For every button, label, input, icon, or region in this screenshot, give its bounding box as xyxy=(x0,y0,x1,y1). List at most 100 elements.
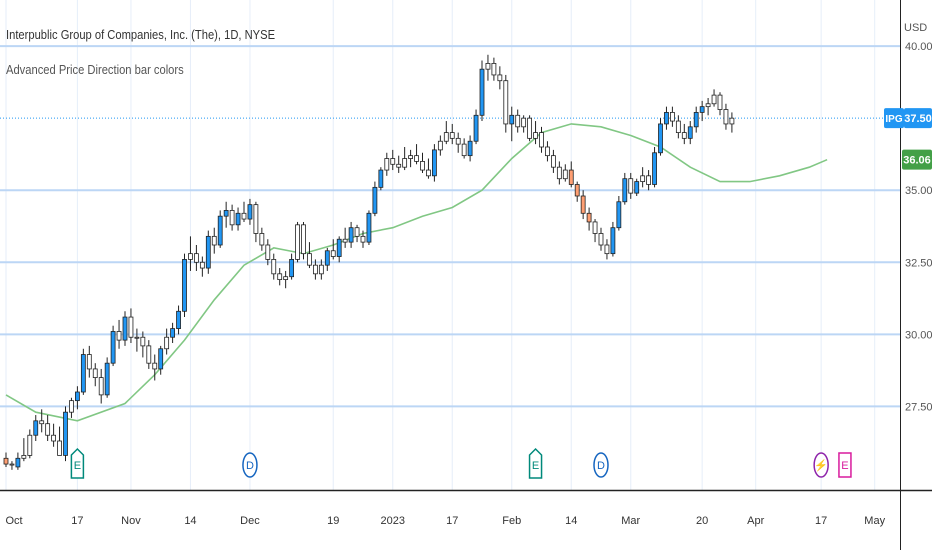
candle-body xyxy=(110,331,116,364)
candle xyxy=(545,141,550,162)
candle-body xyxy=(396,163,402,168)
candle xyxy=(259,227,265,251)
candle xyxy=(63,406,68,462)
candle-body xyxy=(51,434,56,442)
candle-body xyxy=(497,74,503,82)
candle xyxy=(27,429,33,459)
candle-body xyxy=(57,440,62,456)
candle-body xyxy=(556,166,562,180)
candle xyxy=(408,149,414,168)
candle xyxy=(658,118,663,156)
candle-body xyxy=(75,391,80,402)
candle xyxy=(497,66,503,90)
candle xyxy=(616,196,622,231)
candle-body xyxy=(128,316,134,338)
candle-body xyxy=(729,117,735,125)
candle xyxy=(241,201,247,222)
candle-body xyxy=(253,204,259,234)
candle-body xyxy=(277,273,283,280)
candle-body xyxy=(104,362,110,396)
dividend-event-marker: D xyxy=(593,452,609,478)
candle xyxy=(57,426,62,456)
candle-body xyxy=(568,169,574,185)
candle-body xyxy=(80,354,86,393)
candle-body xyxy=(408,155,414,159)
candle xyxy=(384,152,390,176)
event-marker-label: ⚡ xyxy=(814,459,828,472)
candle xyxy=(283,270,289,289)
candle xyxy=(634,178,640,196)
candle xyxy=(604,239,610,260)
candle-body xyxy=(378,169,384,188)
candle-body xyxy=(295,224,300,260)
candle xyxy=(515,109,521,133)
event-marker-label: E xyxy=(74,460,81,472)
price-axis-labels: 27.50 30.00 32.50 35.00 40.00 xyxy=(905,41,932,413)
candle-body xyxy=(652,152,657,185)
candle xyxy=(711,89,717,107)
candle xyxy=(521,115,527,133)
candle-body xyxy=(336,238,342,257)
candle xyxy=(568,161,574,188)
candle-body xyxy=(586,212,592,223)
candle xyxy=(580,190,586,220)
y-tick-label: 40.00 xyxy=(905,41,932,53)
candle-body xyxy=(271,259,277,275)
candle-body xyxy=(426,169,431,177)
x-tick-label: Feb xyxy=(502,515,521,527)
candle xyxy=(92,363,98,387)
candle-body xyxy=(503,80,509,125)
indicator-legend[interactable]: Advanced Price Direction bar colors xyxy=(6,62,184,77)
x-tick-label: 17 xyxy=(815,515,827,527)
ma-value-tag: 36.06 xyxy=(902,149,932,170)
candle-body xyxy=(176,310,181,329)
chart-title-legend[interactable]: Interpublic Group of Companies, Inc. (Th… xyxy=(6,27,276,42)
candle-body xyxy=(259,233,265,246)
candle-body xyxy=(384,158,390,171)
candle xyxy=(324,247,330,271)
candle-body xyxy=(562,169,568,180)
candle xyxy=(33,415,39,441)
candle-body xyxy=(366,212,372,243)
price-text: 37.50 xyxy=(904,113,932,125)
x-tick-label: 20 xyxy=(696,515,708,527)
event-marker-label: E xyxy=(841,460,848,472)
candle xyxy=(473,109,479,145)
candle-body xyxy=(116,331,122,341)
candle xyxy=(574,181,580,202)
candle-body xyxy=(681,132,687,139)
candle-body xyxy=(646,175,651,185)
candle-body xyxy=(628,178,634,194)
x-tick-label: 14 xyxy=(184,515,196,527)
candle-body xyxy=(223,210,229,217)
candle xyxy=(670,106,675,127)
candle-body xyxy=(414,155,419,162)
candle-body xyxy=(330,250,336,257)
candle-body xyxy=(551,155,556,168)
x-tick-label: Apr xyxy=(747,515,764,527)
event-marker-shape xyxy=(813,452,829,478)
candle xyxy=(229,204,235,231)
candle xyxy=(485,54,491,81)
candle-body xyxy=(307,253,312,266)
candle-body xyxy=(21,455,27,459)
candle-body xyxy=(443,132,449,142)
candle xyxy=(330,239,336,260)
candle-body xyxy=(235,212,241,226)
x-tick-label: 14 xyxy=(565,515,577,527)
price-box xyxy=(904,108,932,129)
candle-body xyxy=(622,178,628,203)
candle-body xyxy=(527,117,532,139)
candle xyxy=(479,60,485,122)
candle xyxy=(348,221,354,248)
candle-body xyxy=(640,175,646,182)
candle-body xyxy=(98,377,104,396)
candle xyxy=(301,221,306,260)
candle xyxy=(86,345,92,378)
ma-box xyxy=(902,149,932,170)
candle xyxy=(295,221,300,263)
candle xyxy=(420,152,425,173)
candle-body xyxy=(158,348,164,370)
